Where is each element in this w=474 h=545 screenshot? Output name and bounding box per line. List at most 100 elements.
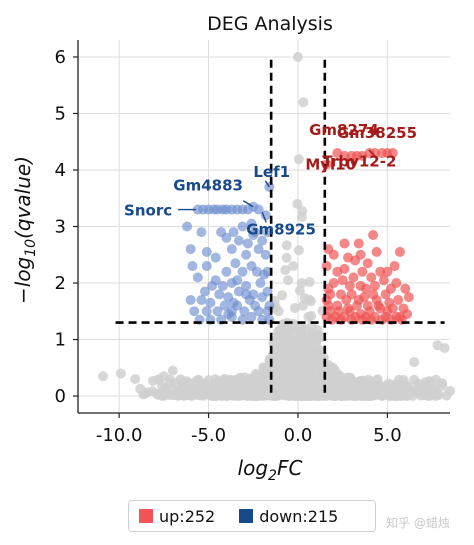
ns-point: [296, 211, 307, 222]
up-point: [373, 300, 384, 311]
down-point: [237, 221, 248, 232]
down-point: [259, 269, 269, 280]
ns-point: [225, 389, 236, 400]
down-point: [182, 221, 193, 232]
gene-label-arrow: [368, 149, 376, 157]
up-point: [360, 283, 371, 294]
down-point: [242, 238, 253, 249]
down-point: [241, 249, 252, 260]
y-tick-label: 5: [55, 103, 66, 124]
up-point: [391, 278, 402, 289]
ns-point: [186, 390, 197, 401]
down-point: [228, 297, 239, 308]
ns-point: [280, 265, 291, 276]
ns-point: [304, 276, 315, 287]
down-point: [185, 244, 196, 255]
y-tick-label: 4: [55, 160, 66, 181]
axes: -10.0 -5.0 0.0 5.0 0 1 2 3 4 5 6: [55, 40, 450, 446]
up-point: [355, 249, 366, 260]
gene-label: Gm8925: [246, 220, 316, 238]
ns-point: [388, 390, 399, 401]
ns-point: [293, 154, 304, 165]
up-point: [353, 238, 364, 249]
down-point: [196, 227, 207, 238]
ns-point: [308, 384, 319, 395]
up-point: [368, 289, 379, 300]
ns-point: [293, 245, 304, 256]
ns-point: [373, 382, 384, 393]
ns-point: [234, 387, 245, 398]
gene-label: Gm8274: [309, 121, 379, 139]
gene-label: Gm38255: [337, 124, 417, 142]
ns-point: [275, 361, 286, 372]
up-point: [380, 289, 391, 300]
ns-point: [267, 378, 278, 389]
y-tick-label: 0: [55, 386, 66, 407]
down-point: [199, 286, 210, 297]
down-point: [253, 306, 264, 317]
chart-title: DEG Analysis: [207, 13, 333, 35]
ns-point: [441, 390, 452, 401]
down-point: [201, 246, 212, 257]
ns-point: [289, 303, 300, 314]
ns-point: [167, 365, 178, 376]
up-point: [371, 246, 382, 257]
down-point: [232, 275, 243, 286]
up-point: [328, 249, 339, 260]
y-tick-label: 6: [55, 47, 66, 68]
up-point: [366, 272, 377, 283]
down-point: [223, 309, 234, 320]
down-point: [260, 210, 271, 221]
y-axis-label: −log10(qvalue): [11, 156, 39, 304]
ns-point: [153, 389, 164, 400]
up-point: [321, 261, 332, 272]
ns-point: [292, 198, 303, 209]
down-point: [212, 306, 223, 317]
ns-point: [309, 360, 320, 371]
ns-point: [304, 294, 315, 305]
legend-swatch-up: [139, 509, 153, 523]
up-point: [341, 294, 352, 305]
ns-point: [328, 387, 339, 398]
ns-point: [310, 368, 321, 379]
down-point: [257, 235, 268, 246]
down-point: [253, 244, 264, 255]
ns-point: [251, 390, 262, 401]
x-tick-label: 5.0: [373, 425, 402, 446]
legend-label-down: down:215: [259, 506, 339, 526]
legend-item-up: up:252: [139, 507, 215, 526]
up-point: [364, 306, 375, 317]
ns-point: [297, 300, 308, 311]
down-point: [221, 266, 232, 277]
down-point: [228, 227, 239, 238]
up-point: [325, 306, 336, 317]
down-point: [214, 289, 225, 300]
down-point: [219, 300, 230, 311]
ns-point: [210, 374, 221, 385]
up-point: [393, 294, 404, 305]
down-point: [221, 232, 232, 243]
up-point: [387, 148, 398, 159]
ns-point: [294, 330, 305, 341]
down-point: [201, 261, 212, 272]
up-point: [394, 311, 405, 322]
ns-point: [294, 285, 305, 296]
down-point: [207, 280, 218, 291]
up-point: [378, 275, 389, 286]
ns-point: [334, 370, 345, 381]
legend-swatch-down: [239, 509, 254, 523]
ns-point: [301, 391, 312, 402]
ns-point: [298, 97, 309, 108]
legend: up:252 down:215: [128, 500, 376, 532]
ns-point: [277, 290, 288, 301]
up-point: [369, 280, 380, 291]
ns-point: [167, 390, 178, 401]
up-point: [332, 266, 343, 277]
down-point: [257, 292, 268, 303]
ns-point: [314, 330, 325, 341]
down-point: [233, 235, 244, 246]
ns-point: [271, 340, 282, 351]
up-point: [368, 229, 379, 240]
gene-label-arrow: [264, 180, 270, 188]
